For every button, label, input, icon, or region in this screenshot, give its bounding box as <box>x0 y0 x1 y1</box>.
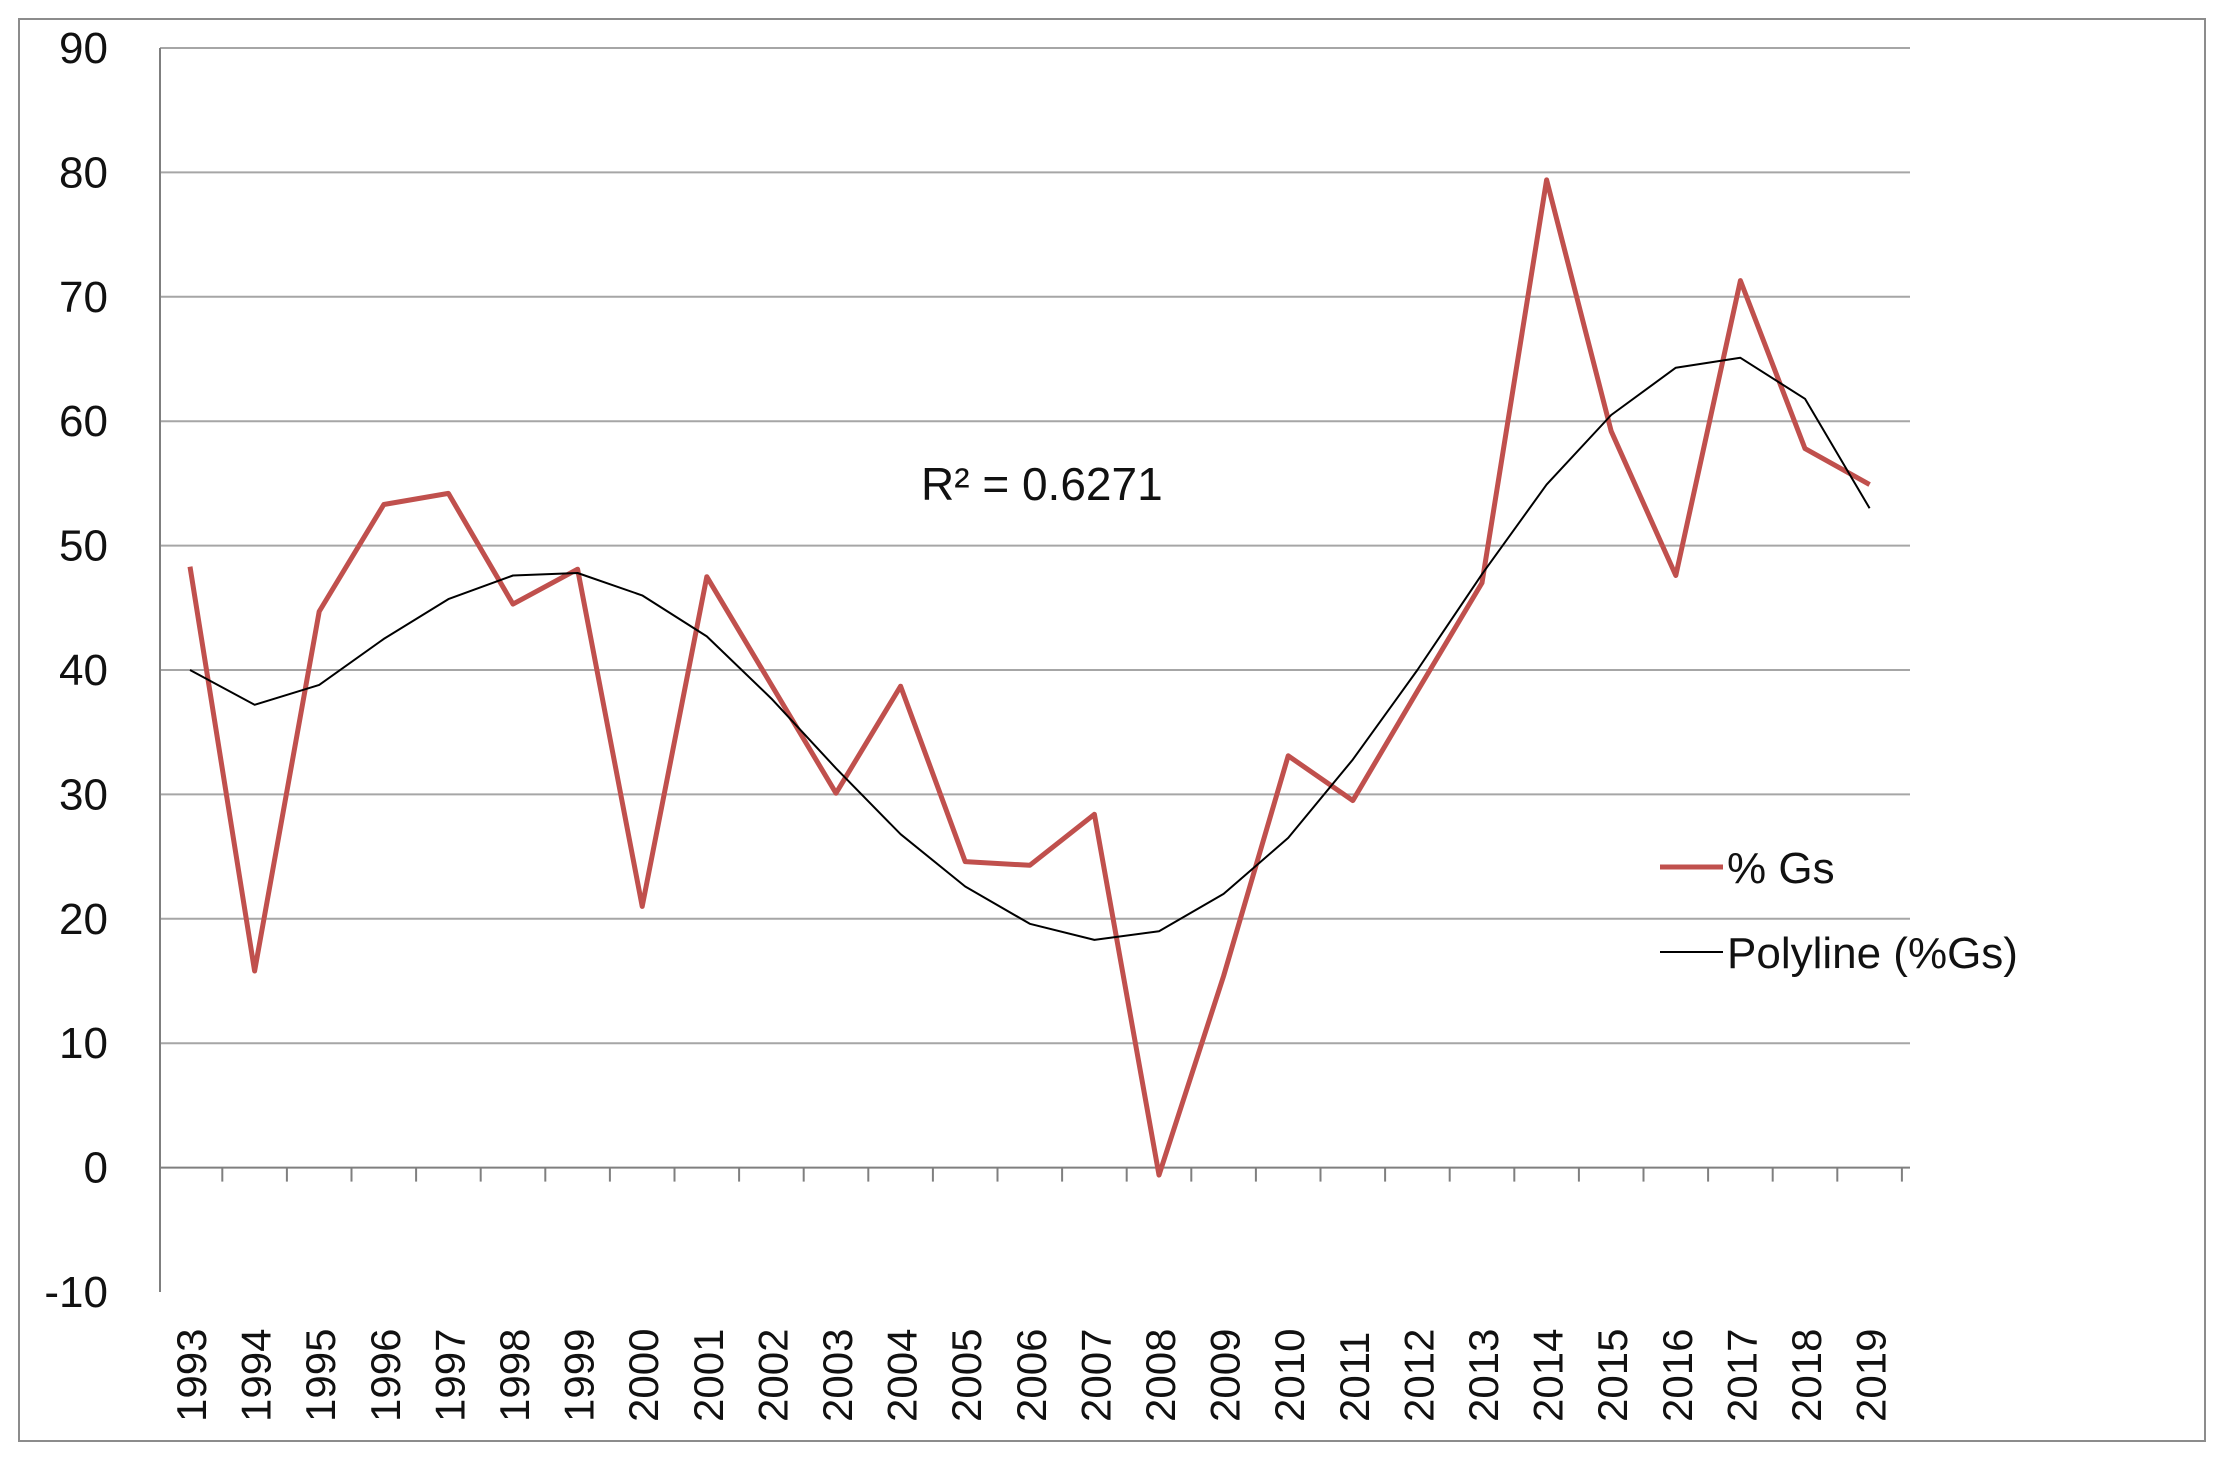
x-tick-label: 2009 <box>1202 1329 1249 1422</box>
series-line-gs <box>187 177 1871 1178</box>
legend: % Gs Polyline (%Gs) <box>1660 844 2018 978</box>
y-tick-label: 90 <box>59 24 108 73</box>
y-tick-label: 10 <box>59 1019 108 1068</box>
x-tick-label: 2012 <box>1395 1329 1442 1422</box>
x-tick-label: 2004 <box>879 1329 926 1422</box>
y-tick-label: 70 <box>59 273 108 322</box>
x-tick-label: 2003 <box>814 1329 861 1422</box>
x-tick-label: 2002 <box>749 1329 796 1422</box>
x-tick-label: 1996 <box>362 1329 409 1422</box>
x-tick-label: 2014 <box>1525 1329 1572 1422</box>
series-lines <box>187 177 1871 1178</box>
y-tick-label: 80 <box>59 148 108 197</box>
x-tick-label: 1999 <box>556 1329 603 1422</box>
x-tick-label: 2017 <box>1718 1329 1765 1422</box>
chart-frame <box>18 18 2206 1442</box>
x-tick-label: 1997 <box>426 1329 473 1422</box>
r-squared-annotation: R² = 0.6271 <box>921 458 1163 510</box>
y-tick-label: 0 <box>84 1144 108 1193</box>
series-line-polyline <box>189 356 1871 941</box>
x-tick-label: 2018 <box>1783 1329 1830 1422</box>
x-tick-label: 2011 <box>1331 1332 1378 1422</box>
y-tick-label: 30 <box>59 770 108 819</box>
x-tick-label: 2006 <box>1008 1329 1055 1422</box>
y-tick-label: 60 <box>59 397 108 446</box>
x-tick-label: 2000 <box>620 1329 667 1422</box>
y-tick-label: -10 <box>44 1268 108 1317</box>
x-tick-label: 1998 <box>491 1329 538 1422</box>
x-tick-label: 2007 <box>1072 1329 1119 1422</box>
x-tick-label: 2001 <box>685 1329 732 1422</box>
x-tick-label: 1994 <box>233 1329 280 1422</box>
legend-label-gs: % Gs <box>1727 844 1835 893</box>
x-tick-label: 1995 <box>297 1329 344 1422</box>
y-tick-label: 40 <box>59 646 108 695</box>
y-tick-label: 20 <box>59 895 108 944</box>
x-tick-label: 2013 <box>1460 1329 1507 1422</box>
legend-label-polyline: Polyline (%Gs) <box>1727 929 2018 978</box>
x-tick-label: 2005 <box>943 1329 990 1422</box>
y-tick-label: 50 <box>59 522 108 571</box>
x-tick-label: 2015 <box>1589 1329 1636 1422</box>
x-tick-label: 2019 <box>1848 1329 1895 1422</box>
x-tick-label: 2016 <box>1654 1329 1701 1422</box>
x-tick-label: 2008 <box>1137 1329 1184 1422</box>
x-tick-label: 1993 <box>168 1329 215 1422</box>
gridlines <box>160 47 1910 1169</box>
x-tick-label: 2010 <box>1266 1329 1313 1422</box>
